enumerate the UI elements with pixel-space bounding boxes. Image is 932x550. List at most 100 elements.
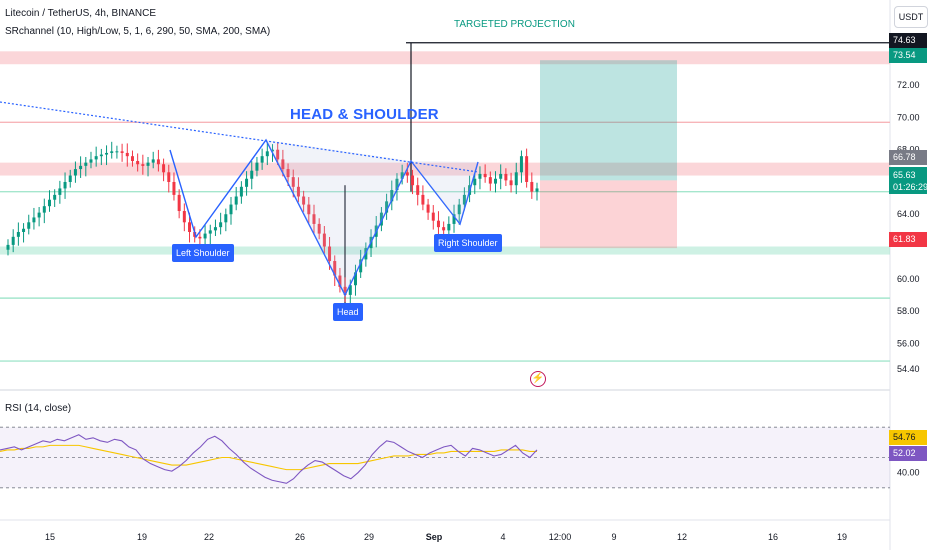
x-tick-label: 4 — [500, 532, 505, 542]
candle-body — [239, 186, 243, 197]
price-label-73-54: 73.54 — [889, 48, 927, 63]
candle-body — [115, 151, 119, 153]
candle-body — [509, 180, 513, 186]
candle-body — [519, 156, 523, 173]
candle-body — [442, 227, 446, 231]
candle-body — [53, 194, 57, 200]
candle-body — [431, 212, 435, 221]
candle-body — [338, 275, 342, 287]
candle-body — [229, 204, 233, 215]
y-tick-label: 58.00 — [897, 306, 920, 316]
x-tick-label: 9 — [611, 532, 616, 542]
candle-body — [73, 169, 77, 176]
candle-body — [110, 151, 114, 153]
x-tick-label: 16 — [768, 532, 778, 542]
pattern-title: HEAD & SHOULDER — [290, 106, 439, 123]
candle-body — [162, 164, 166, 173]
candle-body — [234, 196, 238, 205]
candle-body — [27, 222, 31, 229]
head-callout: Head — [333, 303, 363, 321]
candle-body — [172, 181, 176, 195]
x-tick-label: Sep — [426, 532, 443, 542]
indicator-label: SRchannel (10, High/Low, 5, 1, 6, 290, 5… — [5, 26, 271, 37]
target-box — [540, 60, 677, 181]
candle-body — [359, 259, 363, 273]
currency-button[interactable]: USDT — [894, 6, 928, 28]
candle-body — [353, 272, 357, 286]
candle-body — [291, 177, 295, 187]
y-tick-label: 64.00 — [897, 209, 920, 219]
candle-body — [286, 169, 290, 178]
candle-body — [462, 194, 466, 205]
head-fill — [266, 140, 411, 295]
candle-body — [411, 175, 415, 186]
candle-body — [483, 173, 487, 178]
candle-body — [208, 230, 212, 234]
sr-channel-layer — [0, 51, 890, 362]
candle-body — [348, 285, 352, 295]
candle-body — [281, 159, 285, 170]
left-shoulder-callout: Left Shoulder — [172, 244, 234, 262]
candle-body — [504, 173, 508, 181]
candle-body — [535, 188, 539, 192]
x-tick-label: 26 — [295, 532, 305, 542]
candle-body — [167, 172, 171, 182]
candle-body — [203, 233, 207, 239]
candle-body — [478, 173, 482, 179]
candle-body — [213, 227, 217, 231]
candle-body — [182, 211, 186, 223]
candle-body — [125, 152, 129, 157]
projection-layer — [344, 42, 890, 303]
candle-body — [37, 212, 41, 218]
candle-body — [47, 199, 51, 207]
x-tick-label: 19 — [137, 532, 147, 542]
candle-body — [317, 223, 321, 234]
x-tick-label: 12 — [677, 532, 687, 542]
rsi-label: RSI (14, close) — [5, 403, 72, 414]
candle-body — [343, 286, 347, 295]
sr-zone — [0, 162, 890, 176]
rsi-pane: 40.00 — [0, 426, 920, 489]
candle-body — [99, 154, 103, 157]
candle-body — [84, 162, 88, 166]
candle-body — [416, 185, 420, 195]
price-label-66-78: 66.78 — [889, 150, 927, 165]
rsi-line — [0, 434, 538, 484]
rsi-ma-line — [0, 444, 537, 471]
candle-body — [130, 156, 134, 162]
head-shoulder-pattern — [0, 101, 479, 297]
stop-box — [540, 180, 677, 249]
candle-body — [488, 177, 492, 184]
price-label-65-63: 65.63 01:26:29 — [889, 167, 928, 194]
neckline — [0, 101, 479, 173]
candle-body — [11, 236, 15, 245]
last-price-value: 65.63 — [893, 170, 916, 180]
candle-body — [379, 212, 383, 226]
candle-body — [219, 222, 223, 228]
candle-body — [400, 172, 404, 179]
candle-body — [296, 186, 300, 197]
right-shoulder-callout: Right Shoulder — [434, 234, 502, 252]
candle-body — [68, 175, 72, 182]
symbol-title: Litecoin / TetherUS, 4h, BINANCE — [5, 8, 156, 19]
y-tick-label: 60.00 — [897, 274, 920, 284]
candle-body — [436, 220, 440, 228]
candle-body — [198, 236, 202, 239]
x-tick-label: 15 — [45, 532, 55, 542]
candle-body — [499, 173, 503, 179]
candle-body — [58, 188, 62, 195]
lightning-icon[interactable]: ⚡ — [530, 371, 546, 387]
sr-zone — [0, 51, 890, 65]
candle-body — [120, 151, 124, 153]
candle-body — [426, 204, 430, 213]
candle-body — [177, 194, 181, 212]
candle-body — [312, 214, 316, 224]
price-label-61-83: 61.83 — [889, 232, 927, 247]
candle-body — [514, 172, 518, 186]
candle-body — [328, 246, 332, 262]
y-tick-label: 68.00 — [897, 145, 920, 155]
price-label-74-63: 74.63 — [889, 33, 927, 48]
candle-body — [255, 162, 259, 171]
candle-body — [333, 261, 337, 276]
